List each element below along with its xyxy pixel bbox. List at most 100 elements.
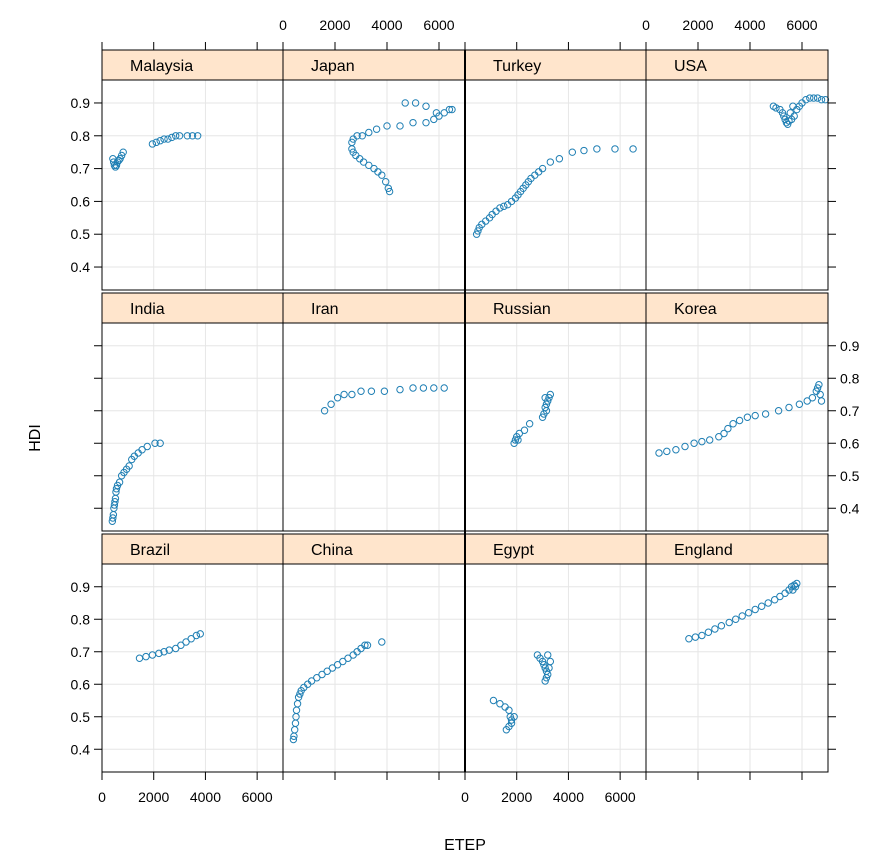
data-point [541,394,549,402]
panel-frame [645,292,829,532]
data-point [358,132,366,140]
data-point [672,446,680,454]
data-point [422,102,430,110]
x-tick-label: 0 [642,17,650,33]
data-point [307,677,316,685]
data-point [378,638,386,646]
data-point [164,135,172,143]
data-point [188,132,197,140]
data-point [520,426,529,434]
y-tick-label: 0.4 [71,259,91,275]
data-point [313,674,321,682]
data-point [776,592,784,601]
data-point [348,390,356,399]
panel-frame [464,292,647,532]
data-point [629,145,637,153]
data-point [815,381,823,389]
data-point [109,514,117,522]
data-point [293,700,302,708]
data-point [546,657,555,666]
data-point [382,178,390,186]
data-point [538,657,547,666]
panel-frame [282,292,466,532]
data-point [525,420,534,428]
panel-frame [101,533,284,773]
data-point [758,602,766,610]
data-point [160,135,168,143]
data-point [786,109,794,117]
data-point [789,102,797,110]
data-point [289,735,298,744]
data-point [743,413,752,421]
strip-label: Malaysia [130,58,193,75]
data-point [808,394,817,402]
data-point [780,112,788,120]
data-point [507,719,516,727]
data-point [681,442,689,451]
strip-label: Brazil [130,542,170,559]
data-point [771,596,779,604]
data-point [291,726,299,734]
data-point [320,407,329,415]
panel-frame [645,533,829,773]
data-point [156,439,164,447]
data-point [751,411,759,420]
data-point [148,651,157,659]
data-point [810,94,818,102]
x-tick-label: 2000 [501,789,532,805]
data-point [542,674,551,682]
data-point [177,641,185,649]
data-point [793,579,801,588]
panel-frame [645,49,829,291]
y-tick-label: 0.5 [840,468,860,484]
data-point [540,661,548,669]
data-point [430,115,438,124]
x-tick-label: 2000 [138,789,169,805]
data-point [125,462,133,470]
data-point [411,99,420,107]
x-tick-label: 0 [98,789,106,805]
data-point [789,586,797,594]
data-point [385,187,394,196]
data-point [813,384,822,392]
x-tick-label: 2000 [319,17,350,33]
data-point [294,693,303,701]
strip-label: England [674,542,733,559]
data-point [541,403,549,412]
y-tick-label: 0.7 [71,644,91,660]
panel-korea: Korea [645,292,829,532]
strip-usa [645,49,829,81]
data-point [430,384,438,392]
strip-label: Korea [674,301,717,318]
panel-frame [464,49,647,291]
panel-frame [282,533,466,773]
data-point [724,424,732,433]
data-point [813,94,822,102]
strip-label: USA [674,58,707,75]
data-point [135,654,144,662]
data-point [511,436,520,444]
x-axis-title: ETEP [444,837,486,854]
data-point [372,125,381,133]
data-point [339,657,347,666]
strip-turkey [464,49,647,81]
panel-malaysia: Malaysia [101,49,284,291]
data-point [148,140,157,148]
data-point [542,407,551,415]
strip-japan [282,49,466,81]
strip-label: Iran [311,301,339,318]
data-point [409,118,417,127]
data-point [545,394,553,402]
y-tick-label: 0.5 [71,709,91,725]
y-tick-label: 0.4 [71,741,91,757]
data-point [711,625,719,633]
data-point [401,99,409,107]
data-point [784,120,792,128]
data-point [732,615,740,623]
data-point [142,652,150,661]
data-point [182,638,190,646]
data-point [720,429,728,438]
data-point [738,612,746,620]
x-tick-label: 6000 [423,17,454,33]
